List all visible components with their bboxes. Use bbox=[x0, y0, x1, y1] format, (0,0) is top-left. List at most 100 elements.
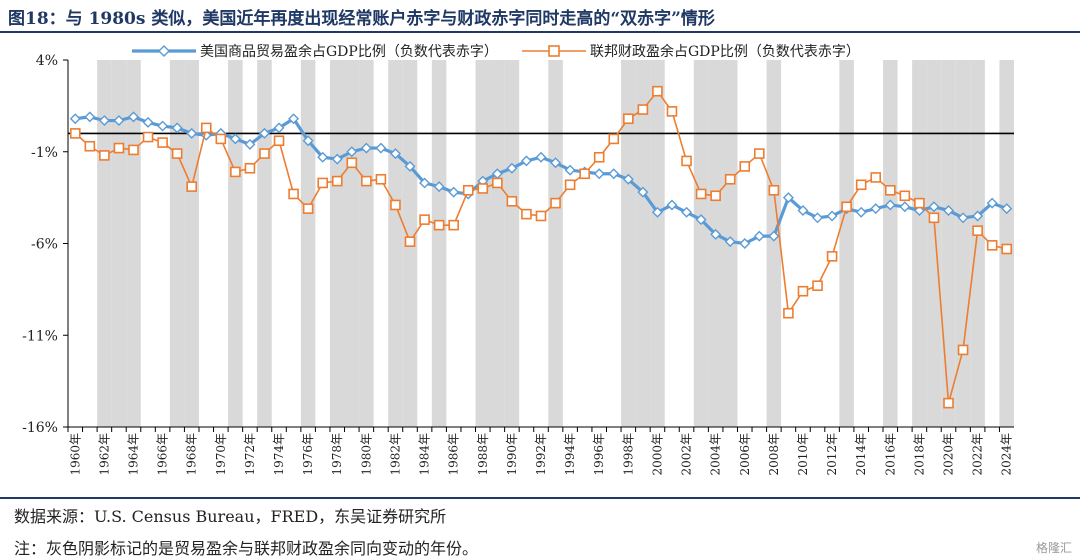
footer-divider bbox=[0, 497, 1080, 499]
fiscal-point-2024 bbox=[1001, 243, 1013, 255]
trade-point-2014 bbox=[855, 206, 867, 218]
x-tick-label: 1988年 bbox=[476, 433, 490, 476]
fiscal-point-1968 bbox=[186, 181, 198, 192]
fiscal-point-1997 bbox=[608, 133, 620, 145]
fiscal-point-1993 bbox=[550, 197, 561, 209]
fiscal-point-1961 bbox=[84, 140, 96, 152]
y-tick-label: -1% bbox=[31, 145, 58, 161]
trade-point-1972 bbox=[244, 138, 256, 150]
trade-point-2006 bbox=[739, 238, 751, 249]
trade-point-2023 bbox=[986, 197, 998, 209]
x-tick-label: 1986年 bbox=[447, 433, 461, 476]
trade-point-2022 bbox=[972, 210, 984, 222]
shaded-year-1976 bbox=[300, 60, 316, 427]
trade-series-line bbox=[75, 115, 1008, 246]
trade-point-2007 bbox=[753, 230, 765, 242]
trade-point-1981 bbox=[375, 142, 387, 154]
fiscal-point-1980 bbox=[361, 175, 372, 187]
trade-point-1960 bbox=[69, 113, 81, 125]
x-tick-label: 1994年 bbox=[563, 433, 577, 476]
shaded-year-2013 bbox=[839, 60, 854, 427]
shaded-year-1971 bbox=[228, 60, 243, 427]
fiscal-point-2007 bbox=[754, 148, 765, 159]
fiscal-point-1962 bbox=[99, 150, 110, 161]
fiscal-point-1969 bbox=[200, 122, 212, 134]
fiscal-point-1984 bbox=[419, 214, 430, 225]
trade-point-1963 bbox=[113, 115, 125, 127]
trade-point-1997 bbox=[608, 168, 620, 180]
x-tick-label: 1992年 bbox=[534, 433, 548, 476]
fiscal-point-1979 bbox=[346, 157, 358, 169]
fiscal-point-2022 bbox=[972, 225, 983, 236]
legend-trade-marker bbox=[158, 45, 170, 57]
trade-point-1979 bbox=[346, 146, 358, 158]
fiscal-series-line bbox=[74, 90, 1007, 404]
shaded-year-2003 bbox=[693, 60, 709, 427]
fiscal-point-2018 bbox=[914, 197, 925, 209]
line-chart: 4% -1% -6% -11% -16% 1960年 1962年 1964年 1966年 1968… bbox=[22, 43, 1014, 476]
x-tick-label: 1978年 bbox=[330, 433, 344, 476]
fiscal-point-2011 bbox=[812, 280, 823, 292]
trade-point-1984 bbox=[419, 177, 431, 189]
fiscal-point-2013 bbox=[841, 201, 852, 213]
shaded-year-2024 bbox=[999, 60, 1014, 427]
legend-fiscal-marker bbox=[548, 45, 560, 57]
trade-point-1998 bbox=[622, 173, 634, 185]
y-tick-label: -16% bbox=[22, 420, 58, 436]
trade-point-2009 bbox=[782, 192, 794, 204]
fiscal-point-1960 bbox=[69, 128, 81, 139]
shaded-year-1982 bbox=[388, 60, 403, 427]
x-tick-label: 1976年 bbox=[301, 433, 315, 476]
trade-point-1965 bbox=[142, 116, 154, 128]
trade-point-2021 bbox=[957, 212, 969, 224]
x-tick-label: 1974年 bbox=[272, 433, 286, 476]
trade-point-2012 bbox=[826, 210, 838, 222]
fiscal-point-1965 bbox=[142, 131, 154, 143]
shaded-year-1979 bbox=[344, 60, 360, 427]
fiscal-point-1987 bbox=[462, 184, 474, 196]
trade-point-1967 bbox=[171, 122, 183, 134]
fiscal-point-1995 bbox=[579, 168, 590, 180]
shaded-year-2016 bbox=[883, 60, 898, 427]
watermark-logo: 格隆汇 bbox=[1035, 541, 1072, 555]
x-tick-label: 1990年 bbox=[505, 433, 519, 476]
fiscal-point-2016 bbox=[884, 184, 896, 196]
shaded-year-2018 bbox=[912, 60, 927, 427]
fiscal-point-2002 bbox=[681, 155, 692, 167]
fiscal-point-1976 bbox=[302, 203, 314, 214]
fiscal-point-1982 bbox=[390, 199, 401, 211]
shaded-year-2022 bbox=[970, 60, 985, 427]
y-tick-label: -11% bbox=[22, 328, 58, 344]
trade-point-1962 bbox=[98, 115, 110, 127]
trade-point-2002 bbox=[681, 206, 693, 218]
trade-point-2004 bbox=[710, 228, 722, 240]
fiscal-point-1983 bbox=[404, 236, 416, 247]
fiscal-point-1989 bbox=[492, 177, 503, 189]
fiscal-point-1991 bbox=[521, 208, 532, 220]
fiscal-point-1994 bbox=[564, 179, 576, 191]
fiscal-point-1963 bbox=[113, 142, 125, 154]
trade-point-1971 bbox=[229, 133, 241, 145]
fiscal-point-1996 bbox=[593, 151, 605, 163]
axis-layer: 4% -1% -6% -11% -16% 1960年 1962年 1964年 1966年 1968… bbox=[22, 53, 1014, 476]
x-tick-label: 1964年 bbox=[126, 433, 140, 476]
trade-point-1996 bbox=[593, 168, 605, 180]
trade-point-1968 bbox=[186, 127, 198, 139]
trade-point-2020 bbox=[943, 204, 954, 216]
trade-point-1991 bbox=[520, 155, 532, 167]
shaded-year-2008 bbox=[766, 60, 782, 427]
trade-point-2001 bbox=[666, 199, 678, 211]
trade-point-2017 bbox=[899, 201, 911, 213]
fiscal-point-1964 bbox=[128, 144, 139, 156]
fiscal-point-1998 bbox=[623, 113, 634, 125]
x-tick-label: 2004年 bbox=[709, 433, 723, 476]
trade-point-1961 bbox=[84, 111, 96, 123]
fiscal-point-2020 bbox=[943, 397, 954, 409]
shaded-year-1999 bbox=[635, 60, 651, 427]
shaded-year-2020 bbox=[941, 60, 956, 427]
x-tick-label: 2014年 bbox=[854, 433, 868, 476]
trade-point-1990 bbox=[506, 162, 518, 174]
trade-point-1977 bbox=[317, 151, 329, 163]
shaded-year-1963 bbox=[111, 60, 127, 427]
trade-point-1986 bbox=[448, 186, 460, 198]
